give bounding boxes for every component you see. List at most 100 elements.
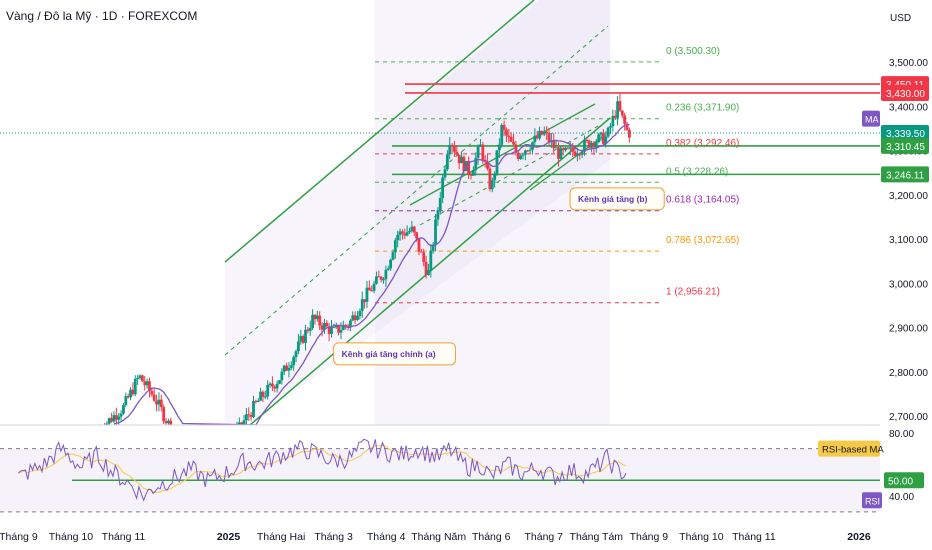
candle-body[interactable] [419,251,423,253]
annotation-callout[interactable]: Kênh giá tăng chính (a) [333,342,456,366]
candle-body[interactable] [112,415,116,422]
candle-body[interactable] [557,147,560,159]
candle-body[interactable] [547,133,551,143]
candle-body[interactable] [453,146,456,152]
candle-body[interactable] [138,375,142,379]
candle-body[interactable] [133,378,137,395]
candlesticks[interactable] [99,93,631,425]
candle-body[interactable] [448,144,452,155]
candle-body[interactable] [398,231,402,235]
candle-body[interactable] [367,287,371,291]
candle-body[interactable] [237,422,241,425]
candle-body[interactable] [382,279,385,281]
candle-body[interactable] [323,322,326,330]
candle-body[interactable] [564,147,567,151]
candle-body[interactable] [126,396,130,398]
candle-body[interactable] [282,365,286,372]
candle-body[interactable] [275,383,279,389]
candle-body[interactable] [476,146,480,158]
candle-body[interactable] [415,232,419,239]
candle-body[interactable] [327,326,331,334]
candle-body[interactable] [318,315,322,326]
candle-body[interactable] [311,314,314,328]
candle-body[interactable] [623,115,627,124]
candle-body[interactable] [114,415,118,420]
candle-body[interactable] [124,396,128,406]
candle-body[interactable] [514,144,518,153]
candle-body[interactable] [578,154,582,156]
rsi-ma-badge[interactable]: RSI-based MA [818,440,884,457]
candle-body[interactable] [566,147,570,149]
candle-body[interactable] [552,140,556,149]
candle-body[interactable] [325,322,329,327]
candle-body[interactable] [521,154,525,156]
candle-body[interactable] [587,140,591,148]
candle-body[interactable] [299,336,303,342]
candle-body[interactable] [145,381,149,386]
price-axis[interactable]: USD 3,500.003,400.003,300.003,200.003,10… [880,0,932,515]
candle-body[interactable] [613,115,617,118]
candle-body[interactable] [469,174,473,176]
moving-average-line[interactable] [113,123,630,426]
candle-body[interactable] [136,378,140,380]
candle-body[interactable] [164,421,168,424]
candle-body[interactable] [375,276,378,284]
candle-body[interactable] [360,299,364,311]
candle-body[interactable] [289,365,293,368]
candle-body[interactable] [261,391,265,397]
candle-body[interactable] [308,327,312,332]
candle-body[interactable] [396,234,400,241]
candle-body[interactable] [271,383,274,387]
candle-body[interactable] [370,290,374,292]
candle-body[interactable] [467,161,471,175]
candle-body[interactable] [493,173,497,181]
candle-body[interactable] [519,155,523,159]
candle-body[interactable] [110,418,114,422]
candle-body[interactable] [438,198,442,211]
candle-body[interactable] [372,283,376,291]
candle-body[interactable] [297,341,300,352]
candle-body[interactable] [580,151,584,155]
candle-body[interactable] [427,270,430,275]
candle-body[interactable] [131,389,135,395]
candle-body[interactable] [105,423,109,425]
candle-body[interactable] [486,161,489,169]
candle-body[interactable] [408,231,411,233]
candle-body[interactable] [304,329,307,343]
candle-body[interactable] [363,299,367,302]
candle-body[interactable] [526,150,530,152]
channel-a-lower-line[interactable] [249,117,611,426]
candle-body[interactable] [490,180,494,190]
candle-body[interactable] [627,129,631,138]
candle-body[interactable] [523,150,527,155]
candle-body[interactable] [386,268,390,270]
candle-body[interactable] [365,287,369,302]
candle-body[interactable] [616,101,619,118]
candle-body[interactable] [278,380,281,384]
candle-body[interactable] [422,252,426,262]
candle-body[interactable] [334,325,338,328]
candle-body[interactable] [349,320,352,327]
candle-body[interactable] [568,147,572,149]
candle-body[interactable] [571,147,575,152]
fib-retracement[interactable]: 0 (3,500.30) 0.236 (3,371.90) 0.382 (3,292… [375,46,739,304]
rsi-line[interactable] [18,438,627,502]
candle-body[interactable] [540,130,544,135]
annotations[interactable]: Kênh giá tăng chính (a) Kênh giá tăng (b) [333,187,665,366]
candle-body[interactable] [460,156,463,164]
candle-body[interactable] [155,400,158,405]
candle-body[interactable] [488,168,492,190]
candle-body[interactable] [450,144,454,147]
candle-body[interactable] [502,124,506,130]
candle-body[interactable] [256,400,260,402]
candle-body[interactable] [505,129,508,136]
candle-body[interactable] [356,316,359,321]
candle-body[interactable] [585,140,589,142]
candle-body[interactable] [280,371,284,381]
candle-body[interactable] [592,142,596,148]
candle-body[interactable] [424,261,428,275]
candle-body[interactable] [495,150,499,174]
candle-body[interactable] [169,420,173,425]
candle-body[interactable] [559,148,563,159]
candle-body[interactable] [500,124,504,145]
